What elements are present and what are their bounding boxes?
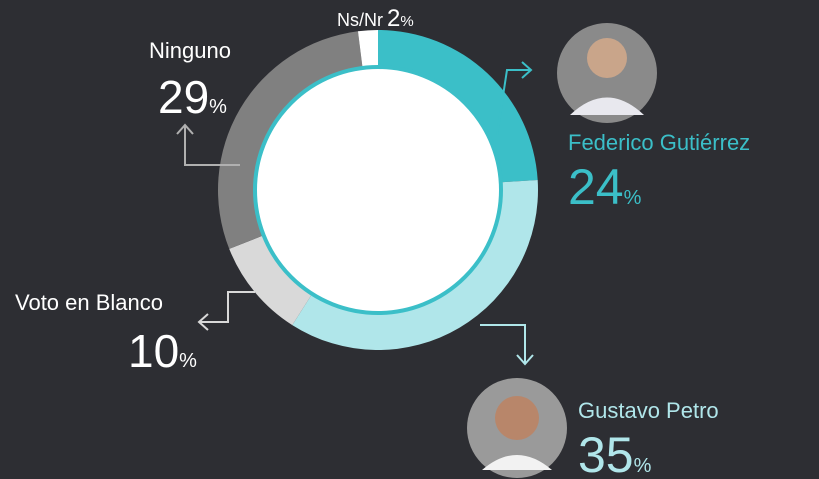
arrow-head: [521, 61, 533, 79]
value: 29%: [158, 71, 227, 123]
category-label: Voto en Blanco: [15, 290, 163, 315]
arrow-head: [176, 123, 194, 135]
value-label: 29: [158, 71, 209, 123]
unit-label: %: [400, 13, 413, 30]
photo-face: [587, 38, 627, 78]
unit-label: %: [179, 350, 197, 372]
category-label: Gustavo Petro: [578, 398, 719, 423]
value: 24%: [568, 159, 642, 215]
photo-shirt: [482, 455, 552, 470]
slice: [229, 234, 314, 326]
arrow: [496, 69, 530, 136]
value-label: 24: [568, 159, 624, 215]
value-label: 10: [128, 325, 179, 377]
unit-label: %: [209, 96, 227, 118]
value: 35%: [578, 427, 652, 479]
label: Ns/Nr 2%: [337, 5, 414, 32]
slice: [378, 30, 538, 183]
arrow: [184, 126, 240, 166]
category-label: Federico Gutiérrez: [568, 130, 750, 155]
photo-shirt: [570, 97, 644, 115]
value-label: 2: [387, 5, 400, 32]
arrow: [480, 324, 526, 363]
arrow: [200, 291, 255, 323]
slice: [357, 30, 378, 71]
unit-label: %: [624, 187, 642, 209]
category-label: Ninguno: [149, 38, 231, 63]
arrow-head: [516, 354, 534, 366]
arrows: [176, 61, 534, 366]
donut-center: [253, 65, 503, 315]
photo-face: [495, 396, 539, 440]
slice: [292, 179, 538, 351]
value: 10%: [128, 325, 197, 377]
value-label: 35: [578, 427, 634, 479]
labels: Federico Gutiérrez 24% Gustavo Petro 35% Vot…: [15, 5, 750, 479]
arrow-head: [197, 313, 209, 331]
category-label: Ns/Nr: [337, 10, 383, 30]
unit-label: %: [634, 455, 652, 477]
